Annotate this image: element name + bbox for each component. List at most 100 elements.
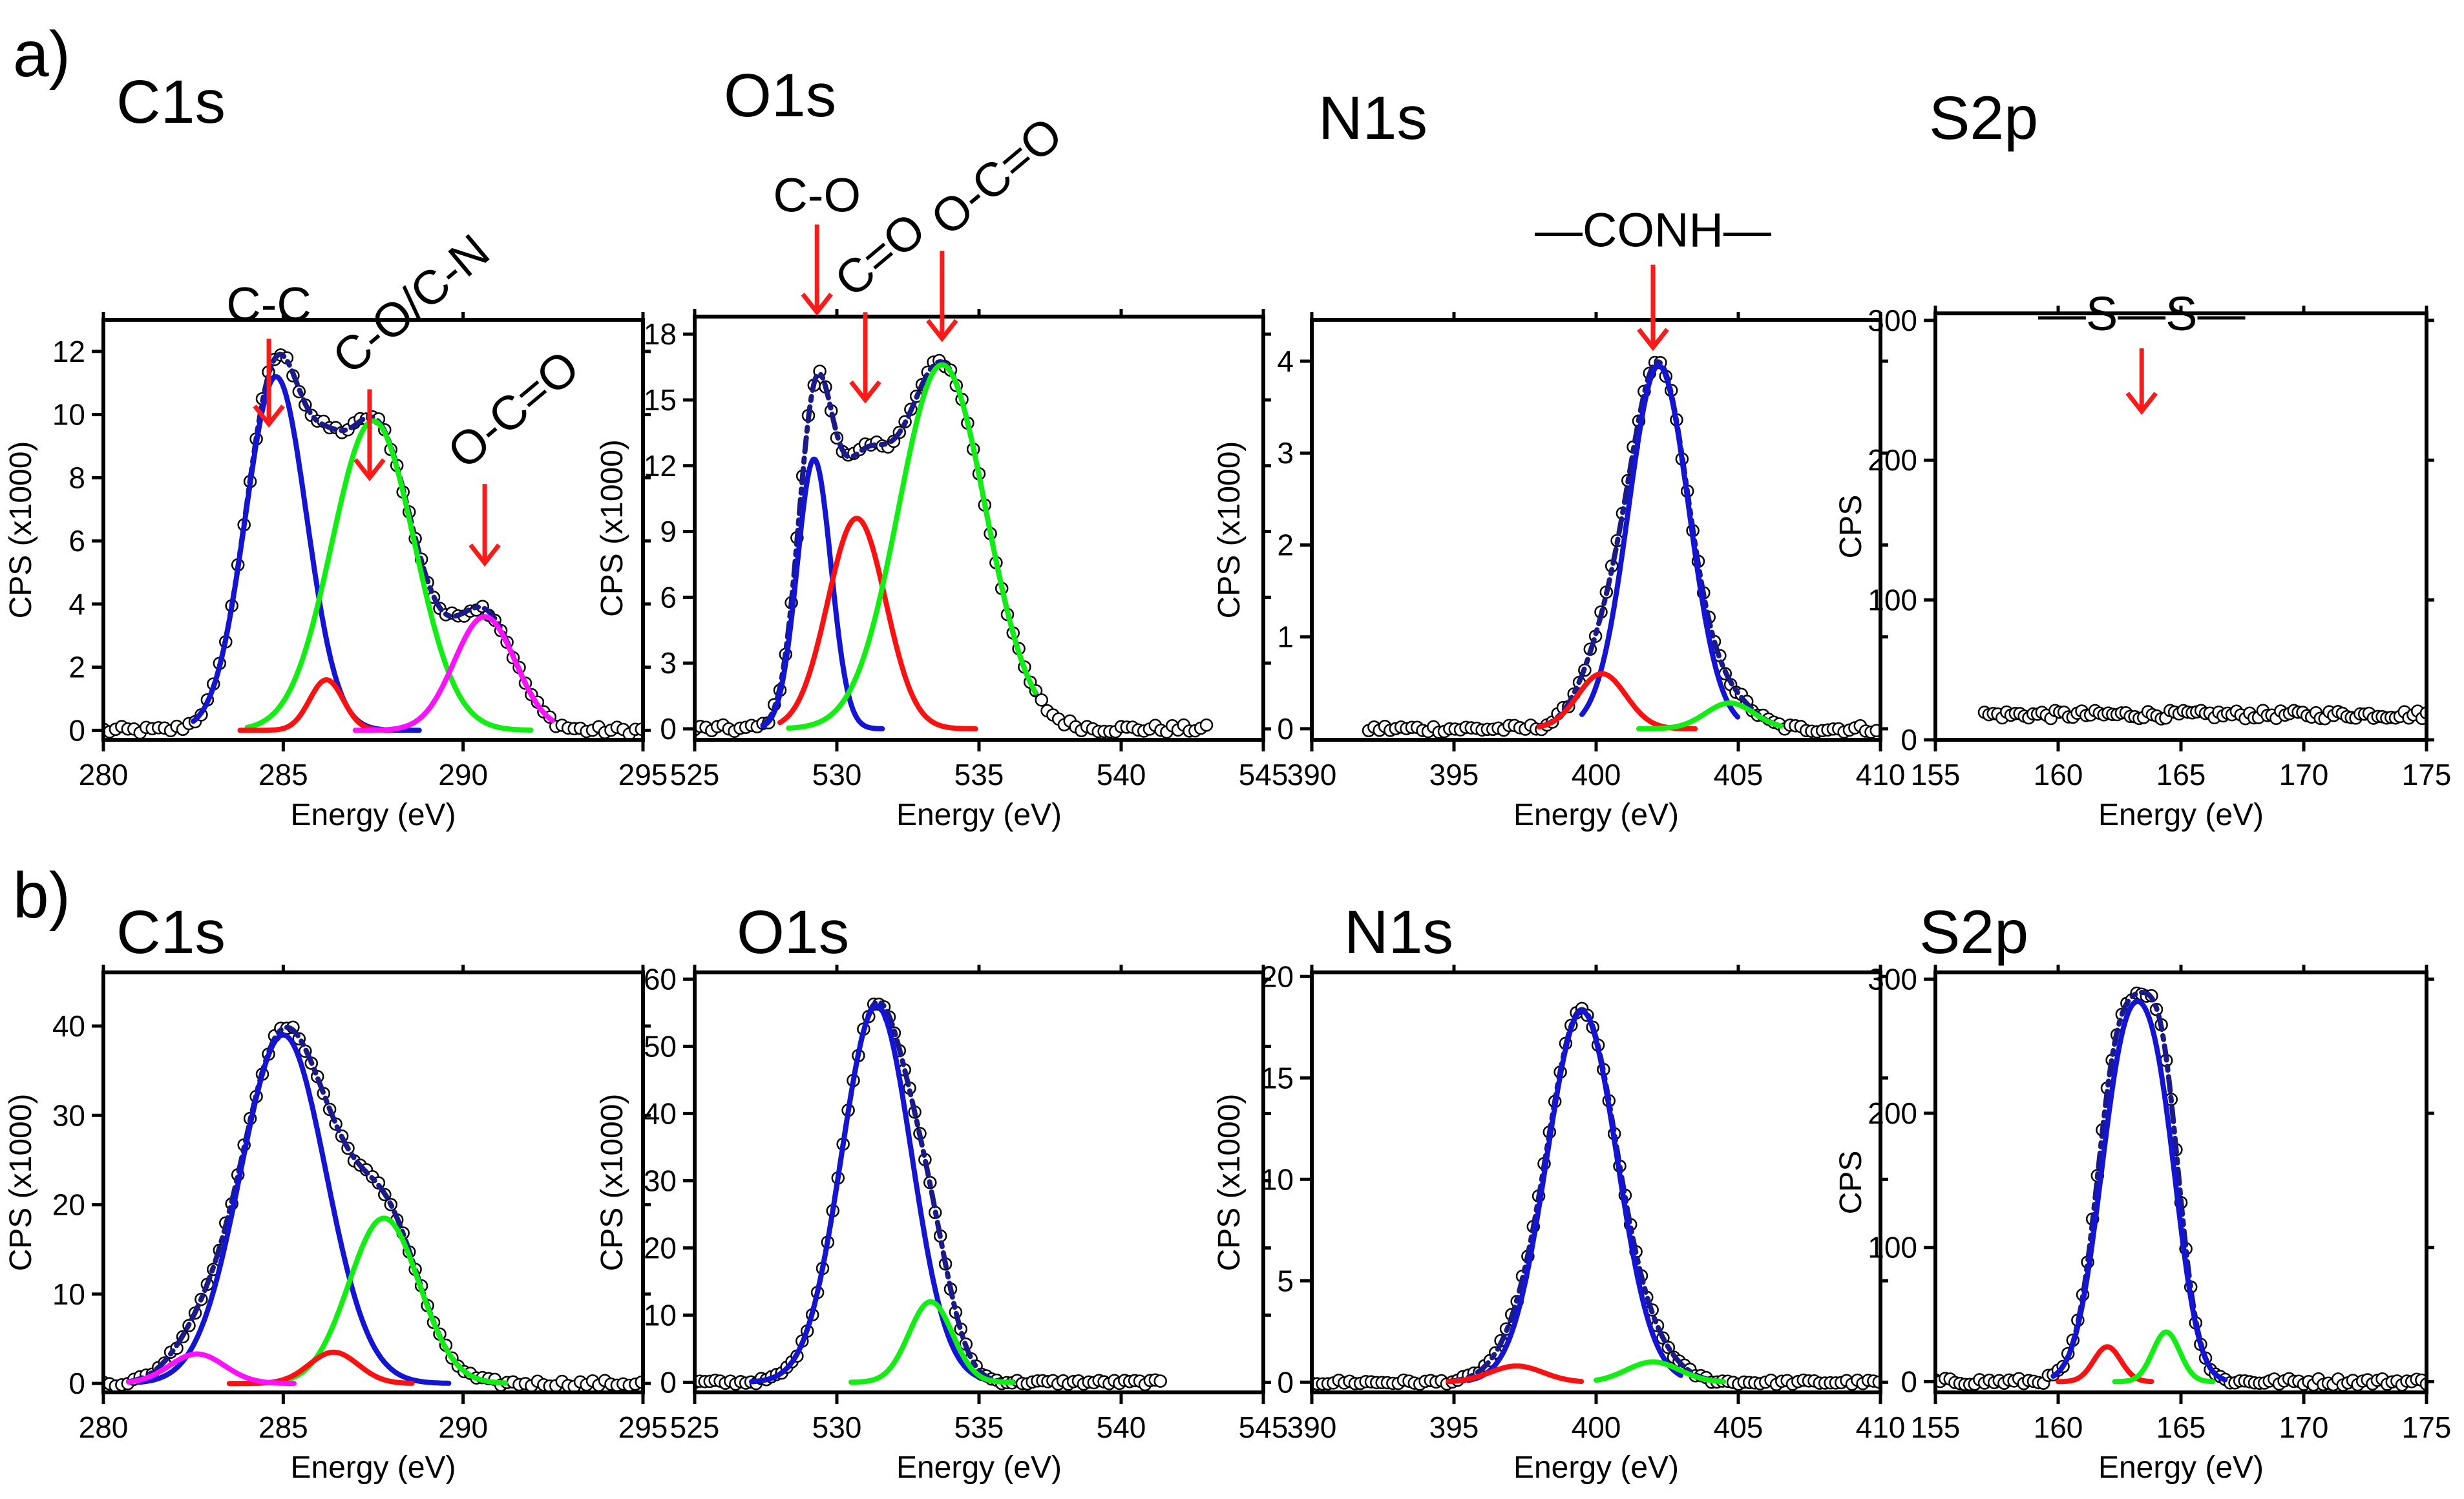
- x-axis-label: Energy (eV): [290, 1451, 456, 1485]
- panel-title: C1s: [116, 68, 226, 136]
- plot-frame: [101, 318, 645, 742]
- x-axis-label: Energy (eV): [2098, 798, 2264, 832]
- fit-component-green: [226, 1215, 509, 1387]
- panel-title: S2p: [1929, 84, 2038, 152]
- y-tick-label: 1: [1277, 620, 1294, 654]
- data-points: [1977, 704, 2427, 726]
- x-tick-label: 165: [2156, 1410, 2206, 1444]
- x-tick-label: 540: [1097, 758, 1146, 791]
- plot-frame: [1310, 970, 1882, 1394]
- y-tick-label: 12: [52, 335, 85, 368]
- fit-component-green: [244, 418, 534, 733]
- x-axis-label: Energy (eV): [896, 798, 1062, 832]
- fit-component-red: [237, 677, 394, 733]
- data-point: [1199, 718, 1214, 732]
- fit-component-blue: [1579, 363, 1741, 720]
- y-tick-label: 0: [68, 1367, 85, 1400]
- y-tick-label: 4: [68, 587, 85, 621]
- x-tick-label: 535: [954, 1410, 1004, 1444]
- y-tick-label: 200: [1868, 443, 1917, 477]
- y-tick-label: 200: [1868, 1096, 1917, 1130]
- y-tick-label: 30: [644, 1164, 677, 1197]
- x-tick-label: 290: [438, 1410, 488, 1444]
- x-axis-label: Energy (eV): [1513, 798, 1679, 832]
- y-tick-label: 15: [644, 383, 677, 417]
- x-tick-label: 280: [79, 1410, 129, 1444]
- annotation-arrowhead: [469, 543, 501, 567]
- panel-b-N1s: N1s 390 395 400 405 410 0 5 10 15 20 Energy (eV) CPS…: [1212, 898, 1905, 1485]
- data-point: [1153, 1374, 1167, 1388]
- annotation-label: C-O/C-N: [322, 224, 500, 384]
- annotation-label: O-C=O: [437, 340, 589, 479]
- data-points: [103, 348, 643, 740]
- panel-title: O1s: [724, 61, 836, 130]
- y-tick-label: 6: [68, 524, 85, 558]
- x-tick-label: 530: [812, 1410, 862, 1444]
- annotation-label: C-O: [773, 168, 861, 222]
- y-tick-label: 100: [1868, 1231, 1917, 1264]
- row-label-a: a): [13, 18, 70, 90]
- plot-area: [1312, 1001, 1880, 1391]
- y-tick-label: 0: [1277, 712, 1294, 746]
- y-tick-label: 6: [660, 580, 677, 614]
- x-tick-label: 290: [438, 758, 488, 791]
- panel-a-N1s: N1s 390 395 400 405 410 0 1 2 3 4 Energy (eV) CPS (x…: [1212, 84, 1905, 832]
- annotation-label: C-C: [226, 277, 311, 331]
- data-points: [695, 997, 1167, 1392]
- panel-title: C1s: [116, 898, 226, 967]
- annotation-arrowhead: [801, 293, 833, 316]
- data-point: [1035, 693, 1049, 707]
- plot-area: [695, 997, 1167, 1392]
- x-axis-label: Energy (eV): [290, 798, 456, 832]
- plot-area: [1977, 704, 2427, 726]
- y-axis-label: CPS (x1000): [595, 439, 629, 617]
- x-tick-label: 160: [2034, 758, 2083, 791]
- annotation-arrowhead: [926, 319, 958, 342]
- fit-component-blue: [760, 456, 885, 731]
- y-tick-label: 60: [644, 962, 677, 996]
- y-axis-label: CPS (x1000): [4, 441, 38, 619]
- data-points: [1312, 1001, 1880, 1391]
- annotation-arrowhead: [353, 458, 386, 482]
- y-tick-label: 4: [1277, 344, 1294, 378]
- y-tick-label: 20: [644, 1231, 677, 1264]
- row-label-b: b): [13, 859, 70, 932]
- x-tick-label: 170: [2279, 758, 2329, 791]
- annotation-label: O-C=O: [921, 107, 1072, 246]
- x-tick-label: 545: [1239, 758, 1289, 791]
- fit-component-magenta: [126, 1351, 297, 1387]
- fit-component-magenta: [352, 614, 555, 733]
- y-tick-label: 0: [660, 712, 677, 746]
- y-tick-label: 50: [644, 1029, 677, 1063]
- panel-title: O1s: [737, 898, 849, 967]
- fit-component-green: [1636, 700, 1784, 731]
- y-axis-label: CPS (x1000): [4, 1094, 38, 1272]
- x-tick-label: 285: [258, 1410, 308, 1444]
- x-tick-label: 280: [79, 758, 129, 791]
- y-axis-label: CPS: [1834, 495, 1868, 559]
- panel-b-C1s: C1s 280 285 290 295 0 10 20 30 40 Energy (eV) CPS (…: [4, 898, 668, 1485]
- x-tick-label: 395: [1429, 1410, 1479, 1444]
- x-tick-label: 535: [954, 758, 1004, 791]
- annotation-arrowhead: [2125, 392, 2158, 415]
- x-tick-label: 525: [670, 1410, 720, 1444]
- x-tick-label: 295: [618, 758, 668, 791]
- fit-component-red: [1446, 1363, 1585, 1385]
- x-tick-label: 530: [812, 758, 862, 791]
- fit-component-blue: [2050, 998, 2228, 1383]
- plot-frame: [1933, 311, 2428, 742]
- x-tick-label: 540: [1097, 1410, 1146, 1444]
- y-tick-label: 40: [52, 1009, 85, 1043]
- y-tick-label: 5: [1277, 1264, 1294, 1297]
- annotation-arrowhead: [253, 404, 285, 428]
- y-tick-label: 0: [1901, 1365, 1917, 1398]
- y-tick-label: 12: [644, 449, 677, 483]
- y-tick-label: 3: [660, 646, 677, 680]
- fit-component-green: [786, 362, 1038, 731]
- plot-frame: [1310, 318, 1882, 742]
- x-tick-label: 155: [1911, 1410, 1961, 1444]
- panel-a-C1s: C1s 280 285 290 295 0 2 4 6 8 10 12 Energy (eV) CPS (…: [4, 68, 668, 832]
- plot-frame: [693, 970, 1265, 1394]
- panel-a-O1s: O1s 525 530 535 540 545 0 3 6 9 12 15 18 Energy (eV) C…: [595, 61, 1288, 832]
